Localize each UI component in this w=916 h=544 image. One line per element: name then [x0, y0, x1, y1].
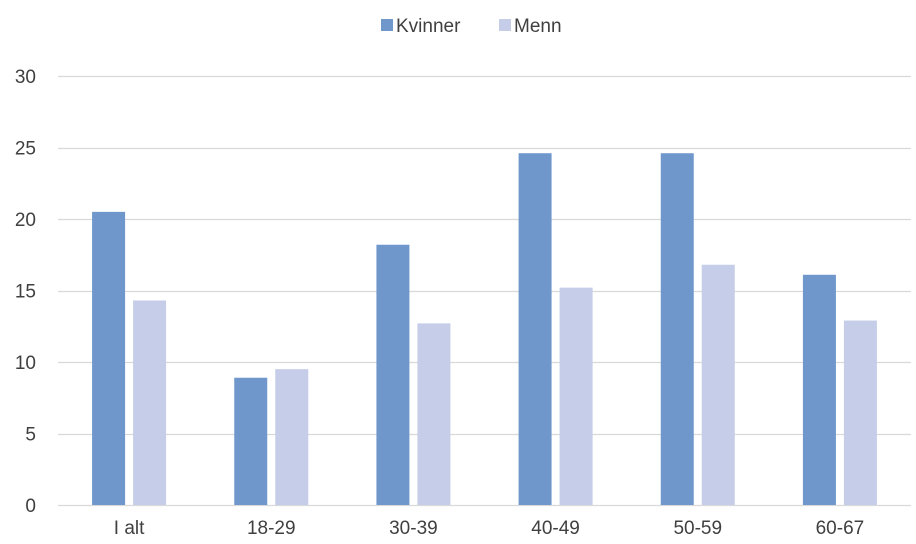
y-axis-ticks: 0 5 10 15 20 25 30: [15, 67, 36, 517]
y-tick-label: 5: [25, 425, 36, 446]
legend: Kvinner Menn: [381, 16, 562, 37]
bar-kvinner-18-29: [234, 377, 268, 505]
y-tick-label: 30: [15, 67, 36, 88]
bar-kvinner-60-67: [802, 274, 836, 505]
legend-swatch-kvinner: [381, 19, 393, 31]
gridlines: [58, 75, 911, 507]
x-axis-ticks: I alt 18-29 30-39 40-49 50-59 60-67: [114, 518, 864, 539]
x-tick-label: 30-39: [389, 518, 438, 539]
bar-menn-18-29: [275, 369, 309, 505]
x-tick-label: 50-59: [673, 518, 722, 539]
bar-menn-i-alt: [133, 300, 167, 505]
x-tick-label: 18-29: [247, 518, 296, 539]
y-tick-label: 20: [15, 210, 36, 231]
bar-kvinner-40-49: [518, 153, 552, 505]
x-tick-label: 40-49: [531, 518, 580, 539]
x-tick-label: I alt: [114, 518, 145, 539]
bar-kvinner-50-59: [660, 153, 694, 505]
legend-label-kvinner: Kvinner: [396, 16, 461, 37]
legend-swatch-menn: [499, 19, 511, 31]
bar-menn-60-67: [843, 320, 877, 505]
legend-label-menn: Menn: [514, 16, 562, 37]
y-tick-label: 10: [15, 353, 36, 374]
bar-kvinner-30-39: [376, 244, 410, 506]
y-tick-label: 15: [15, 282, 36, 303]
y-tick-label: 0: [25, 496, 36, 517]
bar-menn-50-59: [701, 264, 735, 505]
x-tick-label: 60-67: [816, 518, 865, 539]
bar-menn-30-39: [417, 323, 451, 505]
y-tick-label: 25: [15, 139, 36, 160]
bars: [92, 153, 877, 506]
bar-kvinner-i-alt: [92, 211, 126, 505]
bar-menn-40-49: [559, 287, 593, 505]
